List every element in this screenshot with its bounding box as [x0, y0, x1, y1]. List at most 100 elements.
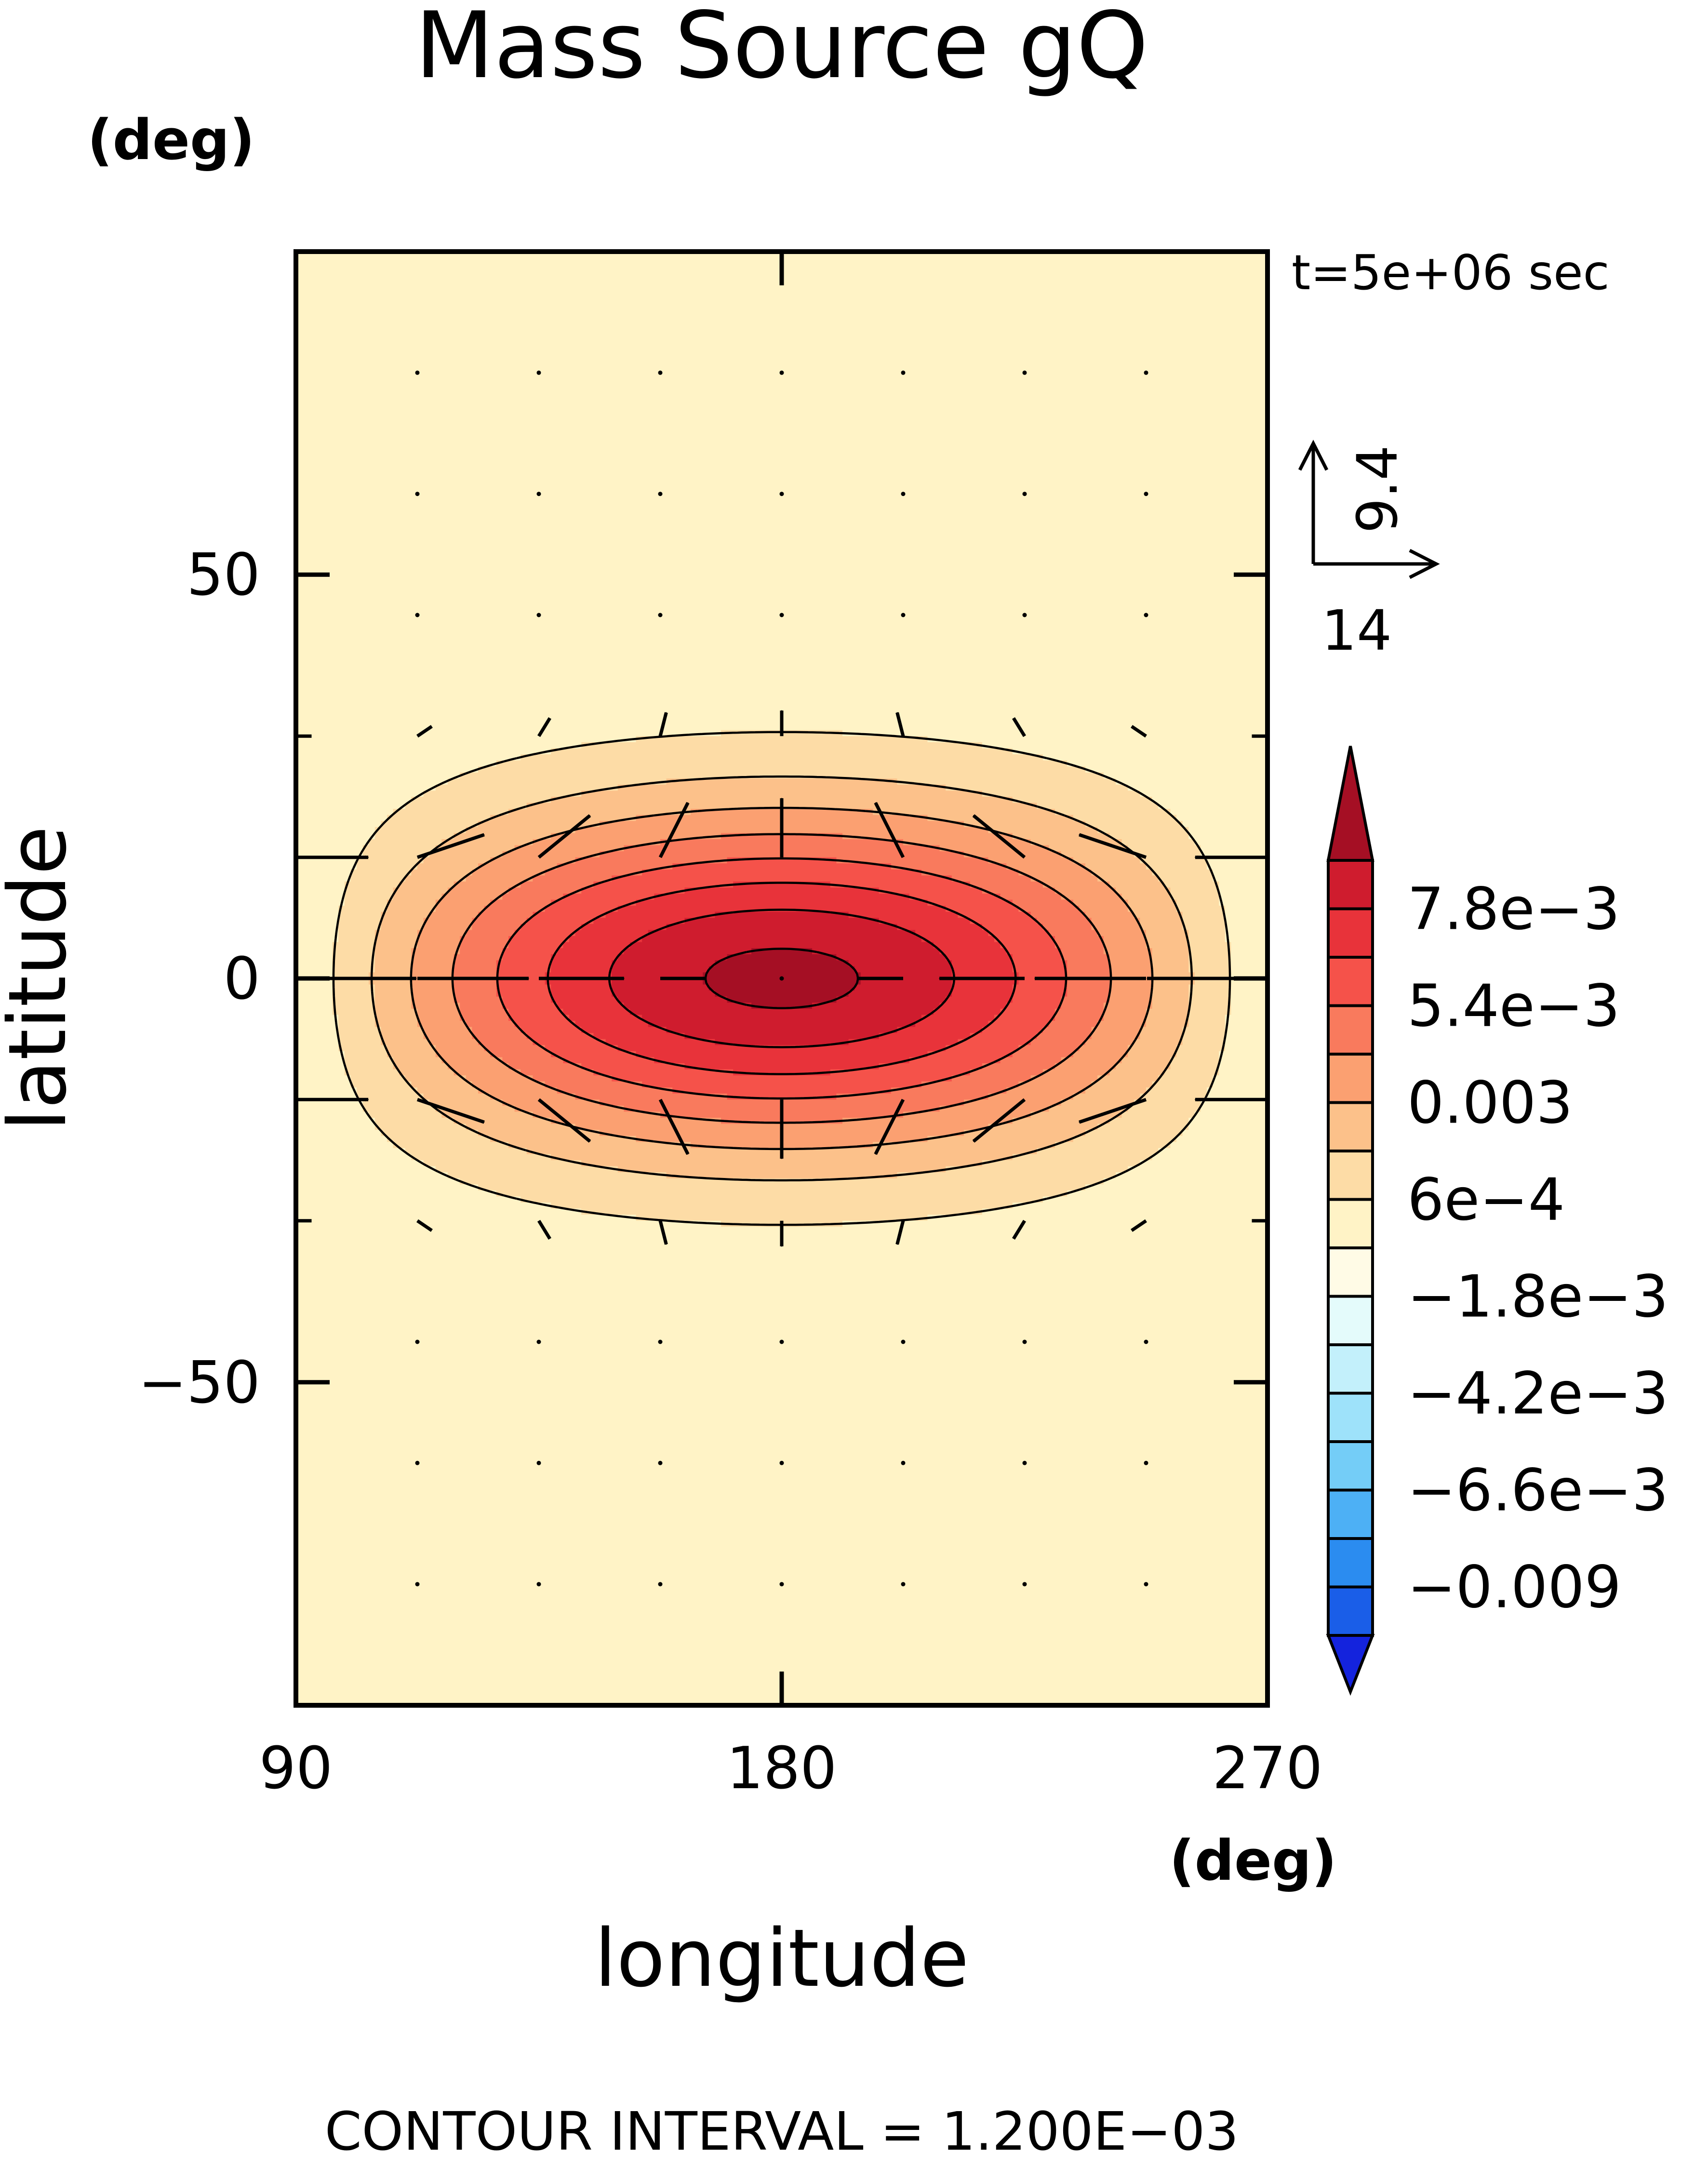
field-cell [454, 354, 460, 361]
field-cell [860, 427, 867, 434]
field-cell [484, 385, 491, 391]
field-cell [350, 391, 357, 398]
field-cell [496, 433, 503, 440]
field-cell [1207, 300, 1214, 307]
field-cell [787, 306, 794, 313]
field-cell [648, 264, 655, 270]
field-cell [1097, 373, 1104, 379]
field-cell [733, 269, 740, 277]
field-cell [769, 409, 776, 416]
field-cell [381, 306, 387, 313]
field-cell [708, 257, 716, 264]
field-cell [787, 276, 794, 282]
field-cell [1140, 294, 1147, 301]
field-cell [557, 300, 564, 307]
field-cell [800, 361, 807, 367]
field-cell [903, 306, 910, 313]
field-cell [617, 281, 625, 289]
field-cell [520, 373, 527, 379]
field-cell [970, 257, 976, 264]
field-cell [703, 281, 709, 289]
field-cell [387, 257, 394, 264]
field-cell [1152, 330, 1159, 337]
field-cell [897, 427, 904, 434]
field-cell [1067, 312, 1074, 319]
field-cell [575, 366, 582, 374]
field-cell [466, 427, 473, 434]
field-cell [1097, 306, 1104, 313]
field-cell [708, 288, 716, 294]
field-cell [429, 294, 436, 301]
field-cell [472, 276, 479, 282]
field-cell [1042, 264, 1050, 270]
field-cell [496, 336, 503, 343]
field-cell [1231, 385, 1238, 391]
field-cell [435, 276, 442, 282]
field-cell [423, 427, 430, 434]
field-cell [308, 439, 315, 446]
field-cell [520, 391, 527, 398]
field-cell [612, 348, 618, 355]
field-cell [1152, 288, 1159, 294]
field-cell [818, 421, 825, 428]
field-cell [484, 361, 491, 367]
field-cell [399, 342, 406, 349]
field-cell [1042, 276, 1050, 282]
field-cell [976, 342, 983, 349]
field-cell [1207, 257, 1214, 264]
field-cell [672, 361, 679, 367]
field-cell [496, 378, 503, 386]
field-cell [320, 403, 327, 410]
field-cell [526, 264, 534, 270]
field-cell [951, 257, 959, 264]
field-cell [1176, 391, 1183, 398]
field-cell [654, 361, 661, 367]
field-cell [836, 373, 843, 379]
field-cell [514, 373, 521, 379]
field-cell [751, 385, 758, 391]
field-cell [970, 397, 976, 403]
field-cell [502, 409, 509, 416]
field-cell [1164, 397, 1171, 403]
field-cell [921, 433, 928, 440]
field-cell [605, 409, 612, 416]
field-cell [417, 300, 424, 307]
field-cell [794, 294, 801, 301]
field-cell [1164, 269, 1171, 277]
field-cell [733, 421, 740, 428]
field-cell [654, 427, 661, 434]
field-cell [830, 276, 837, 282]
field-cell [405, 366, 412, 374]
field-cell [308, 385, 315, 391]
field-cell [575, 403, 582, 410]
field-cell [982, 288, 989, 294]
field-cell [848, 288, 855, 294]
field-cell [1146, 361, 1153, 367]
field-cell [1121, 276, 1128, 282]
field-cell [703, 300, 709, 307]
field-cell [484, 415, 491, 422]
field-cell [1213, 276, 1219, 282]
field-cell [460, 439, 467, 446]
field-cell [630, 336, 637, 343]
field-cell [775, 342, 782, 349]
field-cell [1116, 397, 1122, 403]
field-cell [332, 378, 339, 386]
field-cell [429, 276, 436, 282]
field-cell [374, 433, 382, 440]
field-cell [1170, 306, 1177, 313]
field-cell [873, 433, 880, 440]
field-cell [988, 288, 995, 294]
field-cell [435, 342, 442, 349]
field-cell [1249, 281, 1256, 289]
field-cell [1079, 366, 1086, 374]
field-cell [387, 312, 394, 319]
field-cell [678, 342, 685, 349]
field-cell [1006, 257, 1013, 264]
field-cell [1025, 403, 1031, 410]
field-cell [733, 378, 740, 386]
field-cell [818, 300, 825, 307]
field-cell [362, 306, 369, 313]
field-cell [1194, 403, 1201, 410]
field-cell [891, 366, 898, 374]
